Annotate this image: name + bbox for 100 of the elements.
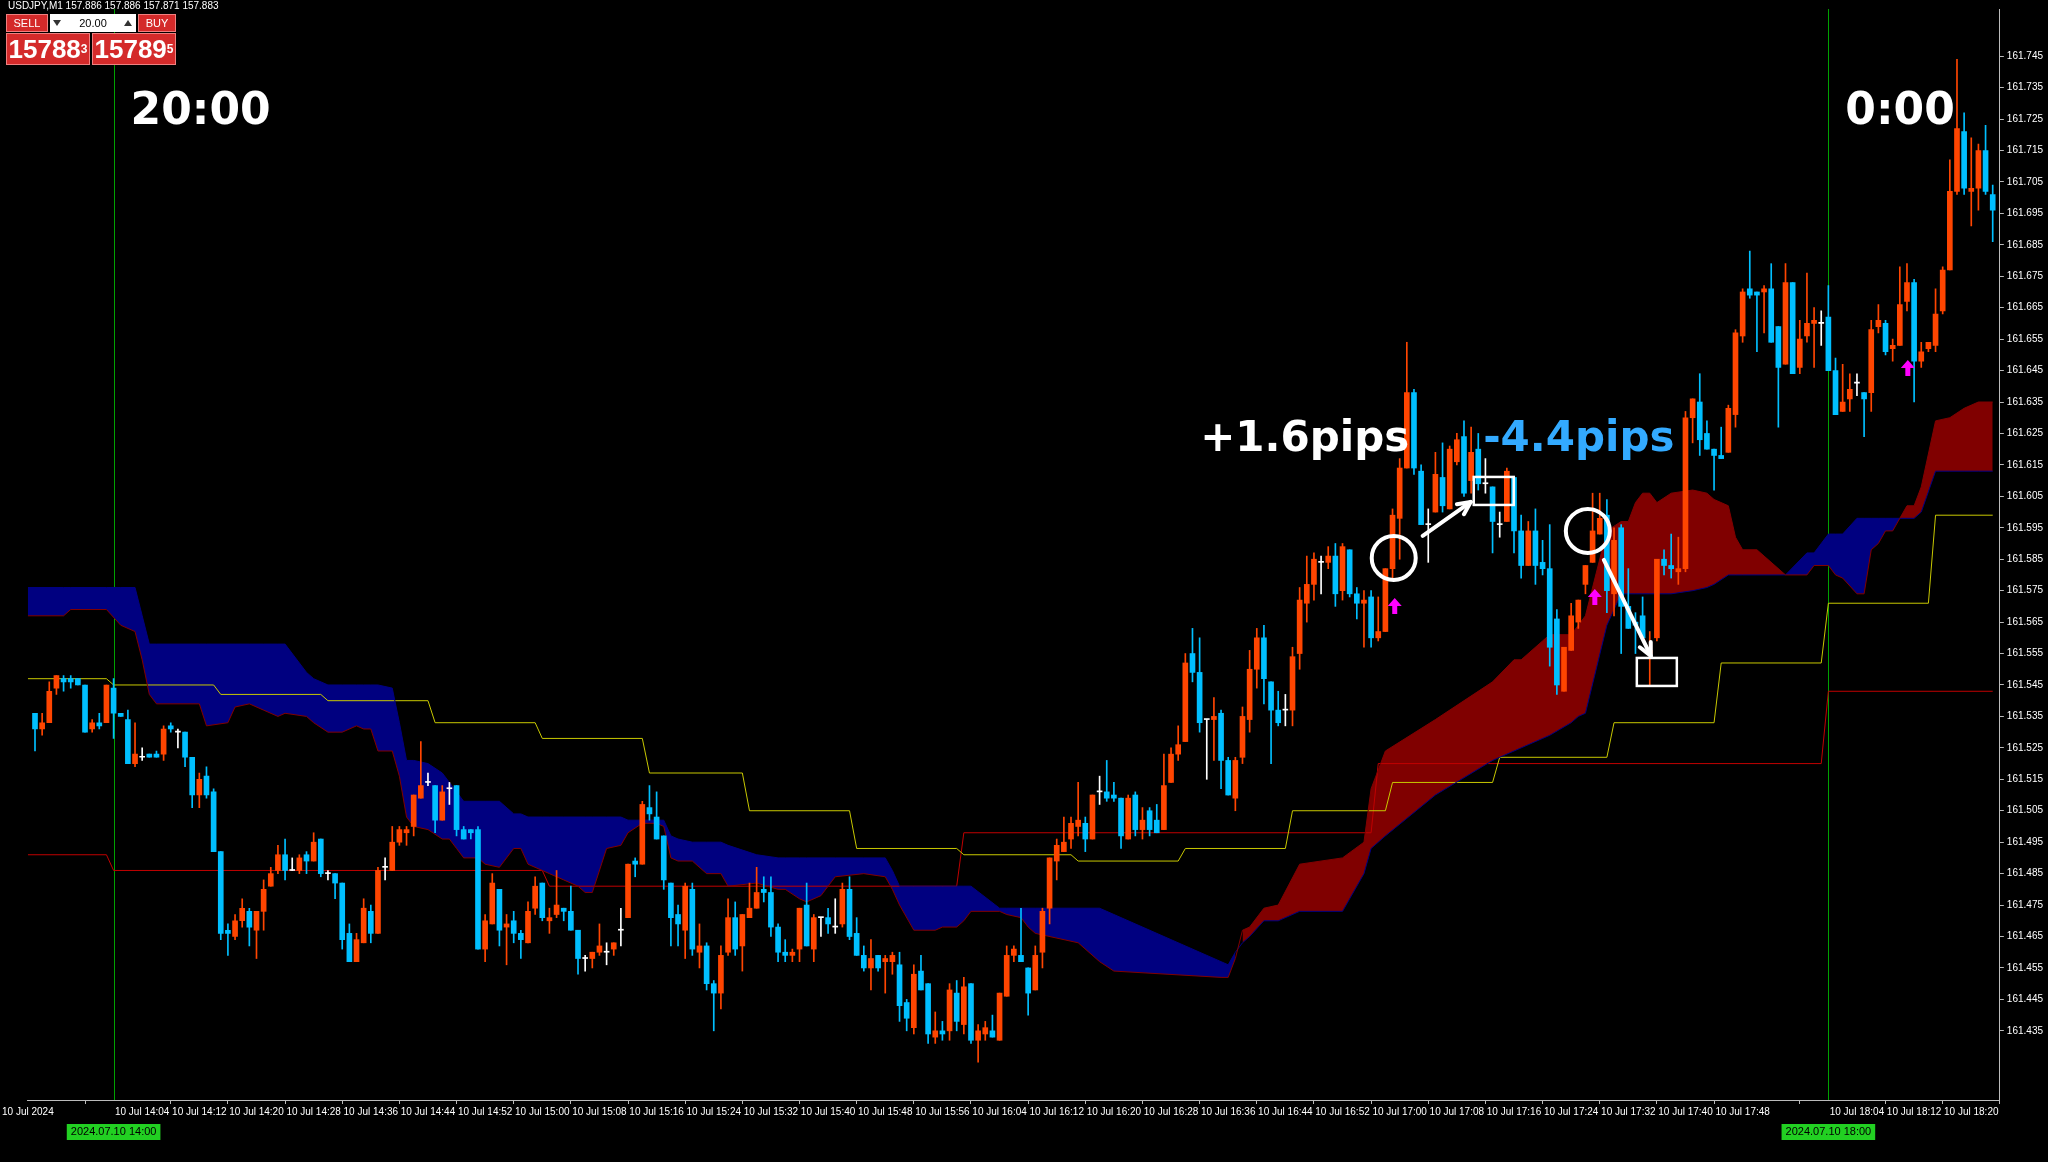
- y-tick-label: 161.745: [2006, 49, 2044, 61]
- y-tick-label: 161.485: [2006, 867, 2044, 879]
- candlestick: [132, 722, 138, 768]
- candlestick: [1846, 373, 1853, 412]
- price-button: 15789$^{5}$: [92, 33, 176, 65]
- candlestick: [1818, 310, 1825, 346]
- candlestick: [139, 747, 145, 761]
- x-tick-label: 10 Jul 17:40: [1658, 1105, 1714, 1117]
- y-tick-label: 161.585: [2006, 552, 2044, 564]
- y-tick-label: 161.455: [2006, 961, 2044, 973]
- y-tick-label: 161.525: [2006, 741, 2044, 753]
- candlestick: [325, 870, 331, 881]
- candlestick: [1018, 907, 1024, 962]
- candlestick: [1761, 285, 1767, 334]
- text: 2024.07.10 18:00: [1785, 1125, 1872, 1138]
- candlestick: [425, 772, 431, 786]
- y-tick-label: 161.615: [2006, 458, 2044, 470]
- sell-button: SELL: [6, 14, 48, 32]
- y-tick-label: 161.675: [2006, 270, 2044, 281]
- x-tick-label: 10 Jul 15:56: [915, 1105, 971, 1117]
- y-tick-label: 161.435: [2006, 1024, 2044, 1036]
- x-tick-label: 10 Jul 16:44: [1258, 1105, 1314, 1117]
- x-tick-label: 10 Jul 16:36: [1200, 1105, 1256, 1117]
- x-tick-label: 10 Jul 17:08: [1429, 1105, 1485, 1117]
- candlestick: [1375, 596, 1382, 642]
- x-tick-label: 10 Jul 2024: [2, 1105, 55, 1117]
- x-tick-label: 10 Jul 15:48: [857, 1105, 913, 1117]
- y-tick-label: 161.655: [2006, 332, 2044, 344]
- y-tick-label: 161.565: [2006, 615, 2044, 627]
- candlestick: [289, 857, 296, 871]
- x-tick-label: 10 Jul 17:24: [1543, 1105, 1599, 1117]
- x-tick-label: 10 Jul 18:20: [1944, 1105, 1999, 1117]
- price-button: 15788$^{3}$: [6, 33, 90, 65]
- y-tick-label: 161.495: [2006, 835, 2044, 847]
- x-tick-label: 10 Jul 16:12: [1029, 1105, 1085, 1117]
- text-field: 20.00: [50, 14, 136, 32]
- y-tick-label: 161.445: [2006, 993, 2044, 1005]
- candlestick: [1496, 511, 1503, 538]
- text: 2024.07.10 14:00: [70, 1125, 157, 1138]
- x-tick-label: 10 Jul 16:20: [1086, 1105, 1142, 1117]
- x-tick-label: 10 Jul 16:52: [1315, 1105, 1371, 1117]
- y-tick-label: 161.605: [2006, 490, 2044, 502]
- y-tick-label: 161.685: [2006, 238, 2044, 250]
- candlestick: [582, 955, 588, 972]
- candlestick: [1203, 718, 1210, 780]
- y-tick-label: 161.465: [2006, 930, 2044, 942]
- y-tick-label: 161.545: [2006, 678, 2044, 690]
- candlestick: [1425, 508, 1432, 563]
- candlestick: [1361, 590, 1367, 648]
- x-tick-label: 10 Jul 17:48: [1715, 1105, 1771, 1117]
- y-tick-label: 161.735: [2006, 81, 2044, 93]
- candlestick: [618, 907, 624, 947]
- x-tick-label: 10 Jul 15:40: [800, 1105, 856, 1117]
- candlestick: [818, 916, 824, 937]
- y-tick-label: 161.695: [2006, 207, 2044, 219]
- x-tick-label: 10 Jul 15:24: [686, 1105, 742, 1117]
- y-tick-label: 161.645: [2006, 364, 2044, 376]
- x-tick-label: 10 Jul 16:04: [972, 1105, 1028, 1117]
- y-tick-label: 161.715: [2006, 144, 2044, 156]
- x-tick-label: 10 Jul 18:04: [1829, 1105, 1885, 1117]
- candlestick: [882, 955, 889, 994]
- x-tick-label: 10 Jul 14:04: [114, 1105, 170, 1117]
- x-tick-label: 10 Jul 14:28: [286, 1105, 342, 1117]
- x-tick-label: 10 Jul 17:00: [1372, 1105, 1428, 1117]
- y-tick-label: 161.575: [2006, 584, 2044, 596]
- y-tick-label: 161.665: [2006, 301, 2044, 313]
- x-tick-label: 10 Jul 16:28: [1143, 1105, 1199, 1117]
- y-tick-label: 161.705: [2006, 175, 2044, 187]
- x-tick-label: 10 Jul 15:16: [629, 1105, 685, 1117]
- y-tick-label: 161.725: [2006, 112, 2044, 124]
- candlestick: [932, 1011, 939, 1044]
- x-tick-label: 10 Jul 14:52: [457, 1105, 513, 1117]
- y-tick-label: 161.535: [2006, 710, 2044, 722]
- candlestick: [1861, 392, 1867, 437]
- annotation: -4.4pips: [1483, 411, 1675, 461]
- chart-title: USDJPY,M1 157.886 157.886 157.871 157.883: [8, 0, 219, 12]
- x-tick-label: 10 Jul 14:12: [172, 1105, 228, 1117]
- annotation: 0:00: [1845, 83, 1955, 135]
- y-tick-label: 161.505: [2006, 804, 2044, 816]
- y-tick-label: 161.635: [2006, 395, 2044, 407]
- x-tick-label: 10 Jul 15:32: [743, 1105, 799, 1117]
- x-tick-label: 10 Jul 17:16: [1486, 1105, 1542, 1117]
- annotation: 20:00: [130, 83, 271, 135]
- buy-button: BUY: [138, 14, 176, 32]
- candlestick: [868, 939, 874, 991]
- candlestick: [1318, 555, 1324, 595]
- candlestick: [382, 857, 388, 881]
- y-tick-label: 161.475: [2006, 898, 2044, 910]
- x-tick-label: 10 Jul 14:36: [343, 1105, 399, 1117]
- x-tick-label: 10 Jul 18:12: [1886, 1105, 1942, 1117]
- y-tick-label: 161.625: [2006, 427, 2044, 439]
- x-tick-label: 10 Jul 14:44: [400, 1105, 456, 1117]
- x-tick-label: 10 Jul 17:32: [1601, 1105, 1656, 1117]
- y-tick-label: 161.515: [2006, 773, 2044, 785]
- y-tick-label: 161.595: [2006, 521, 2044, 533]
- y-tick-label: 161.555: [2006, 647, 2044, 659]
- x-tick-label: 10 Jul 15:08: [572, 1105, 628, 1117]
- candlestick: [1968, 137, 1975, 227]
- x-tick-label: 10 Jul 14:20: [229, 1105, 285, 1117]
- candlestick: [632, 857, 638, 878]
